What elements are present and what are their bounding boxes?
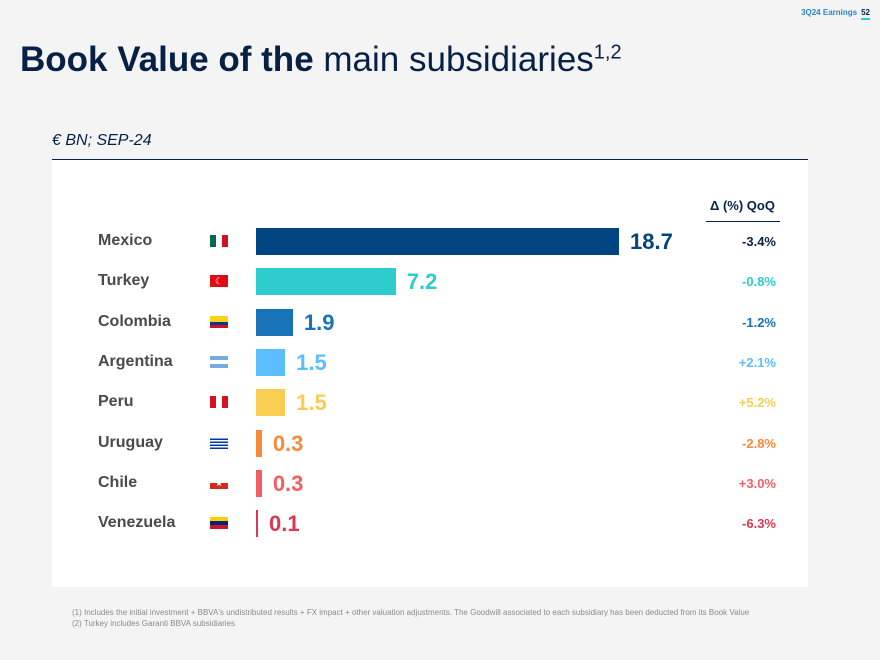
peru-flag-icon bbox=[210, 396, 228, 409]
country-label-uruguay: Uruguay bbox=[98, 433, 163, 451]
value-label-argentina: 1.5 bbox=[296, 349, 327, 375]
page-title: Book Value of the main subsidiaries1,2 bbox=[20, 40, 622, 80]
qoq-change-uruguay: -2.8% bbox=[742, 435, 776, 451]
colombia-flag-icon bbox=[210, 315, 228, 328]
value-label-venezuela: 0.1 bbox=[269, 511, 300, 537]
country-label-mexico: Mexico bbox=[98, 232, 153, 249]
footnote-2: (2) Turkey includes Garanti BBVA subsidi… bbox=[72, 619, 236, 628]
qoq-header-divider bbox=[706, 221, 780, 222]
bar-turkey bbox=[256, 268, 396, 296]
qoq-change-colombia: -1.2% bbox=[742, 314, 776, 330]
value-label-chile: 0.3 bbox=[272, 470, 304, 496]
value-label-mexico: 18.7 bbox=[630, 229, 673, 254]
bar-peru bbox=[256, 389, 286, 417]
qoq-change-peru: +5.2% bbox=[738, 395, 776, 411]
country-label-venezuela: Venezuela bbox=[98, 514, 176, 532]
bar-mexico bbox=[256, 228, 619, 255]
title-bold: Book Value of the bbox=[20, 40, 314, 79]
qoq-change-argentina: +2.1% bbox=[738, 354, 776, 370]
country-label-peru: Peru bbox=[98, 393, 134, 411]
mexico-flag-icon bbox=[210, 235, 228, 247]
bar-uruguay bbox=[256, 429, 262, 457]
header-label: 3Q24 Earnings bbox=[801, 8, 858, 17]
title-superscript: 1,2 bbox=[593, 41, 622, 64]
title-regular: main subsidiaries bbox=[323, 40, 594, 79]
country-label-colombia: Colombia bbox=[98, 312, 171, 330]
qoq-change-turkey: -0.8% bbox=[742, 274, 776, 290]
qoq-change-venezuela: -6.3% bbox=[742, 516, 776, 532]
bar-chile bbox=[256, 469, 262, 497]
header-bar: 3Q24 Earnings 52 bbox=[801, 8, 870, 20]
turkey-flag-icon: ☾ bbox=[210, 275, 228, 288]
chart-subtitle: € BN; SEP-24 bbox=[52, 132, 152, 149]
country-label-chile: Chile bbox=[98, 473, 138, 491]
footnote-1: (1) Includes the initial investment + BB… bbox=[72, 608, 750, 617]
page-number: 52 bbox=[861, 8, 870, 20]
value-label-uruguay: 0.3 bbox=[272, 430, 304, 456]
value-label-turkey: 7.2 bbox=[406, 269, 438, 295]
value-label-colombia: 1.9 bbox=[303, 309, 335, 335]
chile-flag-icon: ★ bbox=[210, 476, 228, 489]
bar-venezuela bbox=[256, 510, 258, 538]
value-label-peru: 1.5 bbox=[296, 390, 327, 416]
venezuela-flag-icon bbox=[210, 517, 228, 530]
subtitle-divider bbox=[52, 159, 808, 160]
qoq-change-mexico: -3.4% bbox=[742, 234, 776, 249]
qoq-header: Δ (%) QoQ bbox=[710, 198, 775, 213]
bar-colombia bbox=[256, 308, 293, 336]
country-label-argentina: Argentina bbox=[98, 352, 173, 370]
argentina-flag-icon bbox=[210, 355, 228, 368]
uruguay-flag-icon bbox=[210, 436, 228, 449]
bar-argentina bbox=[256, 348, 286, 376]
country-label-turkey: Turkey bbox=[98, 272, 150, 290]
qoq-change-chile: +3.0% bbox=[738, 475, 776, 491]
